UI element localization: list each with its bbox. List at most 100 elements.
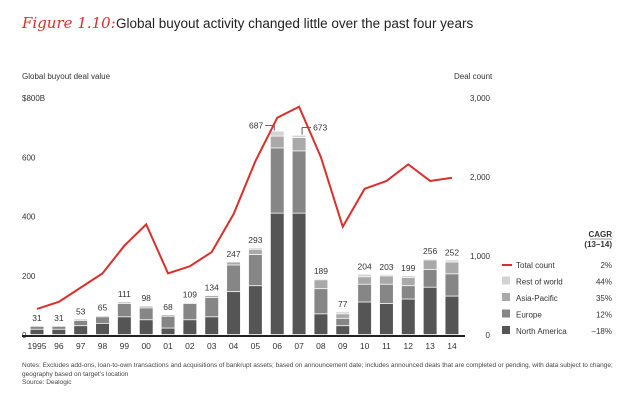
y-tick-label: $800B xyxy=(22,94,45,103)
bar-total-label: 111 xyxy=(118,289,131,299)
legend-swatch xyxy=(502,326,510,334)
bar-segment xyxy=(52,329,66,335)
bar-segment xyxy=(401,276,415,278)
bar-segment xyxy=(314,280,328,289)
bar-segment xyxy=(445,262,459,274)
bar-segment xyxy=(423,260,437,270)
bar-segment xyxy=(117,317,131,335)
bar-total-label: 293 xyxy=(248,235,262,245)
bar-total-label: 68 xyxy=(163,302,173,312)
legend-label: Asia-Pacific xyxy=(516,294,558,303)
bar-segment xyxy=(401,277,415,286)
y-tick-label: 400 xyxy=(22,213,36,222)
bar-total-label: 199 xyxy=(401,263,415,273)
bar-segment xyxy=(139,308,153,320)
bar-segment xyxy=(379,276,393,284)
bar-segment xyxy=(336,318,350,326)
bar-segment xyxy=(401,286,415,299)
bar-segment xyxy=(358,302,372,335)
bar-segment xyxy=(379,284,393,304)
bar-total-label: 31 xyxy=(54,313,64,323)
bar-segment xyxy=(270,136,284,148)
bar-segment xyxy=(74,320,88,326)
x-tick-label: 14 xyxy=(447,341,457,351)
bar-segment xyxy=(205,295,219,298)
bar-segment xyxy=(423,269,437,287)
y2-tick-label: 1,000 xyxy=(470,252,491,261)
bar-segment xyxy=(205,297,219,317)
bar-segment xyxy=(205,317,219,335)
x-tick-label: 96 xyxy=(54,341,64,351)
bar-segment xyxy=(227,265,241,292)
bar-segment xyxy=(161,328,175,335)
bar-segment xyxy=(336,312,350,314)
x-tick-label: 99 xyxy=(120,341,130,351)
total-count-line xyxy=(36,105,453,310)
bar-total-label: 134 xyxy=(205,282,219,292)
bar-total-label: 189 xyxy=(314,266,328,276)
bar-segment xyxy=(139,306,153,308)
bar-total-label: 673 xyxy=(313,123,327,133)
y2-axis-label: Deal count xyxy=(454,72,493,81)
bar-segment xyxy=(358,284,372,302)
figure-label: Figure 1.10: xyxy=(22,14,116,32)
x-tick-label: 00 xyxy=(141,341,151,351)
legend-header: CAGR xyxy=(588,230,612,239)
bar-segment xyxy=(227,262,241,265)
x-tick-label: 12 xyxy=(404,341,414,351)
x-tick-label: 11 xyxy=(382,341,391,351)
bar-segment xyxy=(445,296,459,335)
chart-notes: Notes: Excludes add-ons, loan-to-own tra… xyxy=(22,362,622,388)
bar-segment xyxy=(52,326,66,329)
bar-segment xyxy=(161,315,175,316)
x-tick-label: 04 xyxy=(229,341,239,351)
x-tick-label: 97 xyxy=(76,341,86,351)
y2-tick-label: 0 xyxy=(486,331,491,340)
bar-total-label: 98 xyxy=(141,293,151,303)
bar-segment xyxy=(314,289,328,314)
bar-segment xyxy=(117,302,131,304)
legend-swatch xyxy=(502,293,510,301)
bar-segment xyxy=(270,131,284,136)
bar-segment xyxy=(117,303,131,317)
bar-segment xyxy=(292,135,306,138)
legend-header: (13–14) xyxy=(584,240,612,249)
bar-total-label: 256 xyxy=(423,246,437,256)
legend-label: Europe xyxy=(516,311,542,320)
bar-segment xyxy=(139,320,153,335)
legend-label: Total count xyxy=(516,261,555,270)
legend-swatch xyxy=(502,276,510,285)
x-tick-label: 1995 xyxy=(28,341,47,351)
x-tick-label: 03 xyxy=(207,341,217,351)
bar-segment xyxy=(270,213,284,335)
legend-swatch xyxy=(502,309,510,318)
legend-cagr: 12% xyxy=(596,311,612,320)
bar-total-label: 53 xyxy=(76,306,86,316)
bar-segment xyxy=(336,314,350,318)
x-tick-label: 09 xyxy=(338,341,348,351)
y-tick-label: 600 xyxy=(22,153,36,162)
bar-segment xyxy=(248,255,262,286)
y2-tick-label: 2,000 xyxy=(470,173,491,182)
bar-total-label: 31 xyxy=(32,313,42,323)
bar-segment xyxy=(96,323,110,335)
bar-segment xyxy=(336,326,350,335)
x-tick-label: 01 xyxy=(163,341,173,351)
bar-segment xyxy=(183,303,197,320)
legend-cagr: 2% xyxy=(600,261,612,270)
notes-text: Notes: Excludes add-ons, loan-to-own tra… xyxy=(22,362,613,378)
bar-segment xyxy=(30,329,44,335)
chart-title: Global buyout activity changed little ov… xyxy=(116,16,474,31)
legend-cagr: –18% xyxy=(592,327,612,336)
bar-total-label: 687 xyxy=(249,120,263,130)
bar-segment xyxy=(358,277,372,284)
x-tick-label: 07 xyxy=(294,341,304,351)
bar-segment xyxy=(358,274,372,277)
bar-segment xyxy=(445,260,459,262)
bar-segment xyxy=(379,274,393,276)
bar-segment xyxy=(248,286,262,335)
x-tick-label: 13 xyxy=(425,341,435,351)
y-axis-label: Global buyout deal value xyxy=(22,72,111,81)
bar-segment xyxy=(248,248,262,249)
